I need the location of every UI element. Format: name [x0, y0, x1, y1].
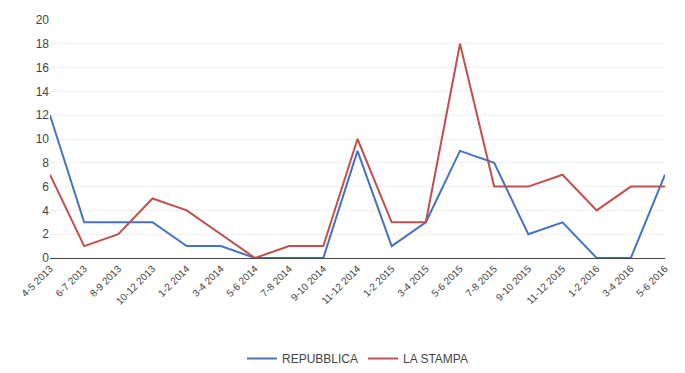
svg-text:5-6 2015: 5-6 2015 — [429, 263, 465, 299]
svg-text:5-6 2016: 5-6 2016 — [634, 263, 670, 299]
svg-text:10-12 2013: 10-12 2013 — [114, 263, 158, 307]
svg-text:7-8 2015: 7-8 2015 — [463, 263, 499, 299]
svg-text:9-10 2014: 9-10 2014 — [289, 263, 329, 303]
svg-text:9-10 2015: 9-10 2015 — [494, 263, 534, 303]
svg-text:3-4 2015: 3-4 2015 — [395, 263, 431, 299]
svg-text:14: 14 — [36, 85, 50, 99]
svg-text:REPUBBLICA: REPUBBLICA — [282, 352, 358, 366]
svg-text:5-6 2014: 5-6 2014 — [224, 263, 260, 299]
svg-text:16: 16 — [36, 61, 50, 75]
svg-text:6: 6 — [42, 180, 49, 194]
svg-text:1-2 2014: 1-2 2014 — [156, 263, 192, 299]
svg-text:11-12 2014: 11-12 2014 — [319, 263, 362, 306]
svg-text:0: 0 — [42, 251, 49, 265]
svg-text:1-2 2015: 1-2 2015 — [361, 263, 397, 299]
svg-text:8-9 2013: 8-9 2013 — [88, 263, 124, 299]
svg-text:4-5 2013: 4-5 2013 — [19, 263, 55, 299]
svg-text:7-8 2014: 7-8 2014 — [258, 263, 294, 299]
svg-text:LA STAMPA: LA STAMPA — [403, 352, 468, 366]
svg-text:6-7 2013: 6-7 2013 — [53, 263, 89, 299]
svg-text:10: 10 — [36, 132, 50, 146]
svg-text:3-4 2016: 3-4 2016 — [600, 263, 636, 299]
svg-text:18: 18 — [36, 37, 50, 51]
svg-text:4: 4 — [42, 204, 49, 218]
svg-text:2: 2 — [42, 227, 49, 241]
svg-text:8: 8 — [42, 156, 49, 170]
svg-text:3-4 2014: 3-4 2014 — [190, 263, 226, 299]
svg-text:12: 12 — [36, 108, 50, 122]
svg-text:1-2 2016: 1-2 2016 — [566, 263, 602, 299]
svg-text:20: 20 — [36, 13, 50, 27]
svg-text:11-12 2015: 11-12 2015 — [524, 263, 567, 306]
